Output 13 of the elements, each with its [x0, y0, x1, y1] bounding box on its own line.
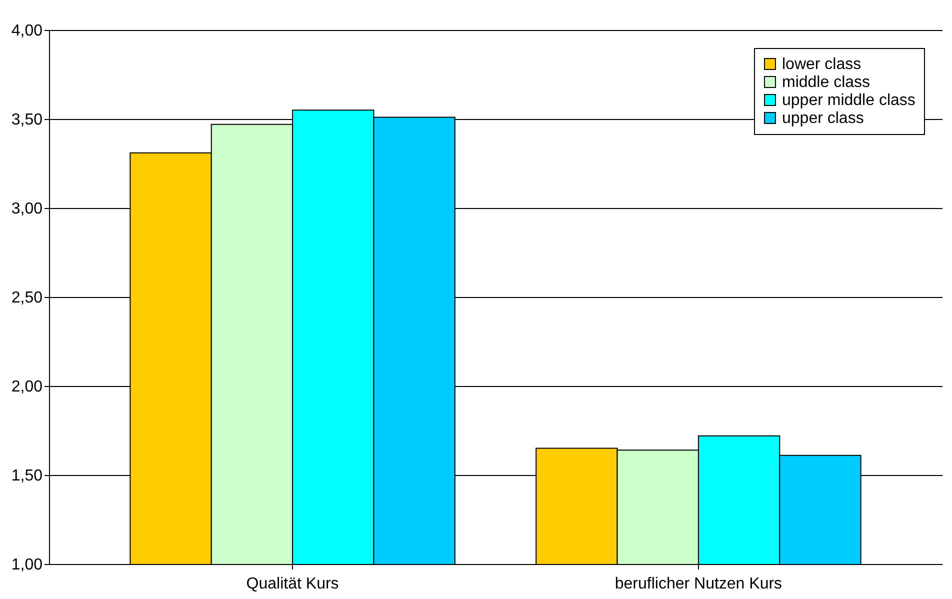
x-tick-label: beruflicher Nutzen Kurs	[614, 576, 782, 592]
y-tick-label: 4,00	[11, 22, 43, 40]
y-tick-label: 2,50	[11, 290, 43, 306]
y-tick-label: 2,00	[11, 378, 43, 396]
legend-label: upper class	[782, 110, 864, 127]
legend-label: upper middle class	[782, 92, 916, 109]
x-tick-label: Qualität Kurs	[246, 576, 339, 592]
y-tick-label: 1,50	[11, 468, 43, 484]
y-tick-label: 3,00	[11, 200, 43, 218]
y-tick-label: 3,50	[11, 112, 43, 128]
y-tick-label: 1,00	[11, 556, 43, 574]
legend-label: lower class	[782, 56, 862, 73]
legend-label: middle class	[782, 74, 870, 91]
